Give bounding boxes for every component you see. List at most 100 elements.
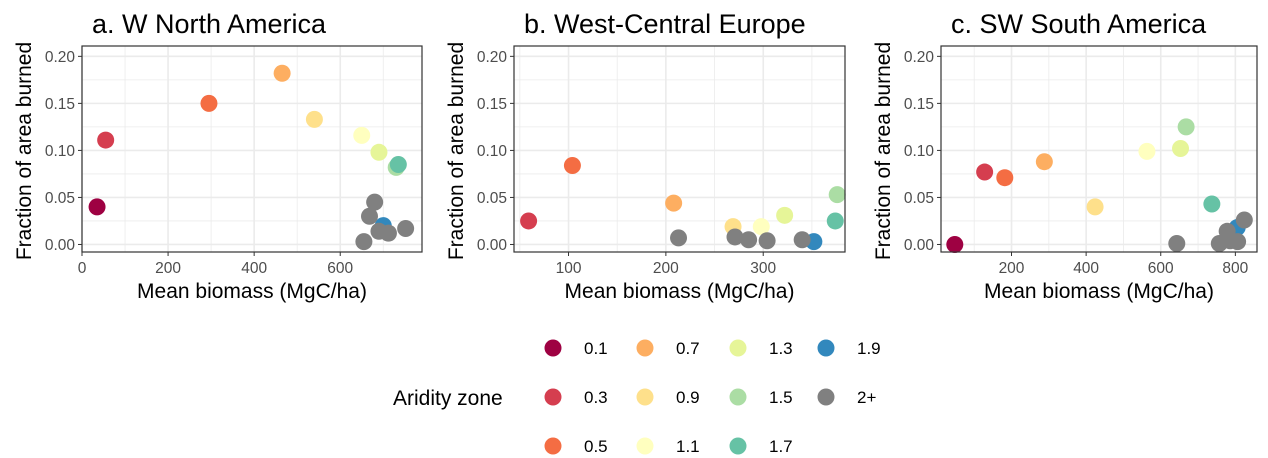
data-point — [1203, 195, 1221, 213]
legend-item: 1.1 — [636, 437, 700, 456]
legend-swatch — [636, 437, 654, 455]
data-point — [379, 224, 397, 242]
panel-title: c. SW South America — [951, 9, 1207, 39]
x-tick-label: 200 — [653, 260, 679, 277]
legend-label: 1.9 — [857, 339, 881, 358]
data-point — [996, 169, 1014, 187]
legend-label: 0.7 — [676, 339, 700, 358]
legend-title: Aridity zone — [393, 387, 503, 410]
legend-label: 2+ — [857, 388, 876, 407]
data-point — [826, 212, 844, 230]
y-axis-label: Fraction of area burned — [445, 42, 468, 260]
major-grid — [941, 46, 1257, 252]
data-point — [97, 131, 115, 149]
minor-grid — [941, 46, 1257, 252]
data-point — [726, 228, 744, 246]
legend-item: 1.3 — [729, 339, 793, 358]
legend-label: 1.7 — [769, 437, 793, 456]
data-point — [273, 64, 291, 82]
y-tick-label: 0.20 — [904, 49, 935, 66]
x-tick-label: 200 — [999, 260, 1025, 277]
legend-swatch — [817, 339, 835, 357]
data-point — [360, 207, 378, 225]
legend-swatch — [636, 388, 654, 406]
y-tick-label: 0.20 — [45, 49, 76, 66]
axis-ticks: 0.00 0.05 0.10 0.15 0.20 200 400 600 800 — [904, 49, 1249, 277]
legend-item: 1.7 — [729, 437, 793, 456]
legend-item: 0.9 — [636, 388, 700, 407]
y-tick-label: 0.05 — [477, 190, 507, 207]
data-point — [1035, 153, 1053, 171]
axis-ticks: 0.00 0.05 0.10 0.15 0.20 100 200 300 — [477, 49, 777, 277]
data-point — [776, 206, 794, 224]
legend-item: 0.5 — [544, 437, 608, 456]
x-tick-label: 600 — [1148, 260, 1174, 277]
panel-title: b. West-Central Europe — [524, 9, 806, 39]
legend-swatch — [544, 437, 562, 455]
legend-swatch — [817, 388, 835, 406]
data-point — [828, 186, 846, 204]
legend-item: 0.1 — [544, 339, 608, 358]
y-tick-label: 0.00 — [477, 237, 508, 254]
data-point — [670, 229, 688, 247]
x-tick-label: 0 — [78, 260, 87, 277]
x-axis-label: Mean biomass (MgC/ha) — [137, 280, 367, 303]
y-tick-label: 0.15 — [904, 96, 934, 113]
data-point — [1229, 233, 1247, 251]
x-tick-label: 200 — [155, 260, 181, 277]
legend-label: 0.1 — [584, 339, 608, 358]
panel-border — [81, 45, 423, 253]
legend-label: 1.1 — [676, 437, 700, 456]
data-point — [1177, 118, 1195, 136]
points — [520, 156, 846, 251]
panel-border — [513, 45, 846, 253]
points — [946, 118, 1253, 253]
y-tick-label: 0.20 — [477, 49, 508, 66]
data-point — [740, 231, 758, 249]
legend: Aridity zone 0.1 0.3 0.5 0.7 0.9 1.1 1.3 1.5 1.7… — [393, 339, 881, 456]
panel-border — [940, 45, 1258, 253]
legend-label: 0.3 — [584, 388, 608, 407]
data-point — [1168, 235, 1186, 253]
data-point — [946, 235, 964, 253]
data-point — [752, 218, 770, 236]
x-tick-label: 100 — [556, 260, 582, 277]
x-tick-label: 400 — [1073, 260, 1099, 277]
data-point — [200, 94, 218, 112]
legend-swatch — [729, 437, 747, 455]
legend-swatch — [729, 388, 747, 406]
data-point — [758, 232, 776, 250]
panel-title: a. W North America — [92, 9, 327, 39]
data-point — [1086, 198, 1104, 216]
legend-swatch — [729, 339, 747, 357]
data-point — [397, 219, 415, 237]
x-axis-label: Mean biomass (MgC/ha) — [565, 280, 795, 303]
x-tick-label: 300 — [750, 260, 776, 277]
legend-label: 0.5 — [584, 437, 608, 456]
data-point — [370, 143, 388, 161]
data-point — [389, 156, 407, 174]
data-point — [305, 110, 323, 128]
y-tick-label: 0.00 — [45, 237, 76, 254]
data-point — [1138, 142, 1156, 160]
legend-swatch — [544, 339, 562, 357]
y-axis-label: Fraction of area burned — [13, 42, 36, 260]
legend-swatch — [636, 339, 654, 357]
data-point — [366, 193, 384, 211]
data-point — [793, 231, 811, 249]
x-tick-label: 800 — [1222, 260, 1248, 277]
data-point — [563, 156, 581, 174]
minor-grid — [514, 46, 845, 252]
y-axis-label: Fraction of area burned — [872, 42, 895, 260]
y-tick-label: 0.05 — [904, 190, 934, 207]
y-tick-label: 0.10 — [477, 143, 508, 160]
legend-label: 0.9 — [676, 388, 700, 407]
major-grid — [514, 46, 845, 252]
y-tick-label: 0.10 — [904, 143, 935, 160]
chart-panel-1: 0.00 0.05 0.10 0.15 0.20 0 200 400 600 a. W North… — [13, 9, 423, 303]
axis-ticks: 0.00 0.05 0.10 0.15 0.20 0 200 400 600 — [45, 49, 354, 277]
chart-panels: 0.00 0.05 0.10 0.15 0.20 0 200 400 600 a. W North… — [13, 9, 1258, 303]
data-point — [976, 163, 994, 181]
legend-item: 1.9 — [817, 339, 881, 358]
